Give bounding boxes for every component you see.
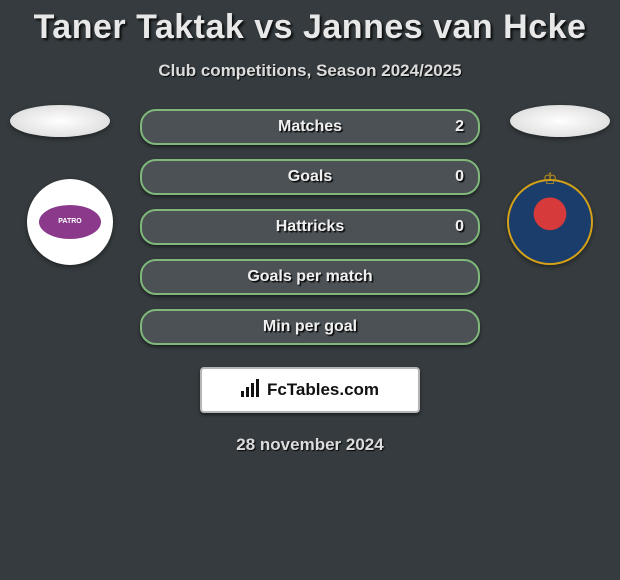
stat-bar-gpm: Goals per match: [140, 259, 480, 295]
page-subtitle: Club competitions, Season 2024/2025: [0, 61, 620, 81]
stat-bar-goals: Goals 0: [140, 159, 480, 195]
stat-bars: Matches 2 Goals 0 Hattricks 0 Goals per …: [140, 109, 480, 345]
stat-label: Goals: [288, 168, 332, 186]
comparison-card: Taner Taktak vs Jannes van Hcke Club com…: [0, 0, 620, 580]
stat-label: Min per goal: [263, 318, 357, 336]
brand-box: FcTables.com: [200, 367, 420, 413]
brand-text: FcTables.com: [267, 380, 379, 400]
stat-bar-matches: Matches 2: [140, 109, 480, 145]
stat-bar-mpg: Min per goal: [140, 309, 480, 345]
stat-value-right: 0: [455, 218, 464, 236]
date-text: 28 november 2024: [0, 435, 620, 455]
club-badge-right: ♔: [500, 179, 600, 265]
club-label-left: PATRO: [58, 218, 81, 226]
crown-icon: ♔: [543, 169, 557, 189]
stat-label: Matches: [278, 118, 342, 136]
page-title: Taner Taktak vs Jannes van Hcke: [0, 0, 620, 47]
club-badge-left: PATRO: [20, 179, 120, 265]
stat-bar-hattricks: Hattricks 0: [140, 209, 480, 245]
club-logo-left: PATRO: [39, 205, 101, 239]
stat-value-right: 2: [455, 118, 464, 136]
club-logo-right: ♔: [507, 179, 593, 265]
badge-circle-left: PATRO: [27, 179, 113, 265]
content-area: PATRO ♔ Matches 2 Goals 0 Hattricks: [0, 109, 620, 455]
player-photo-left: [10, 105, 110, 137]
stat-value-right: 0: [455, 168, 464, 186]
player-photo-right: [510, 105, 610, 137]
stat-label: Goals per match: [247, 268, 372, 286]
stat-label: Hattricks: [276, 218, 344, 236]
chart-icon: [241, 379, 263, 402]
